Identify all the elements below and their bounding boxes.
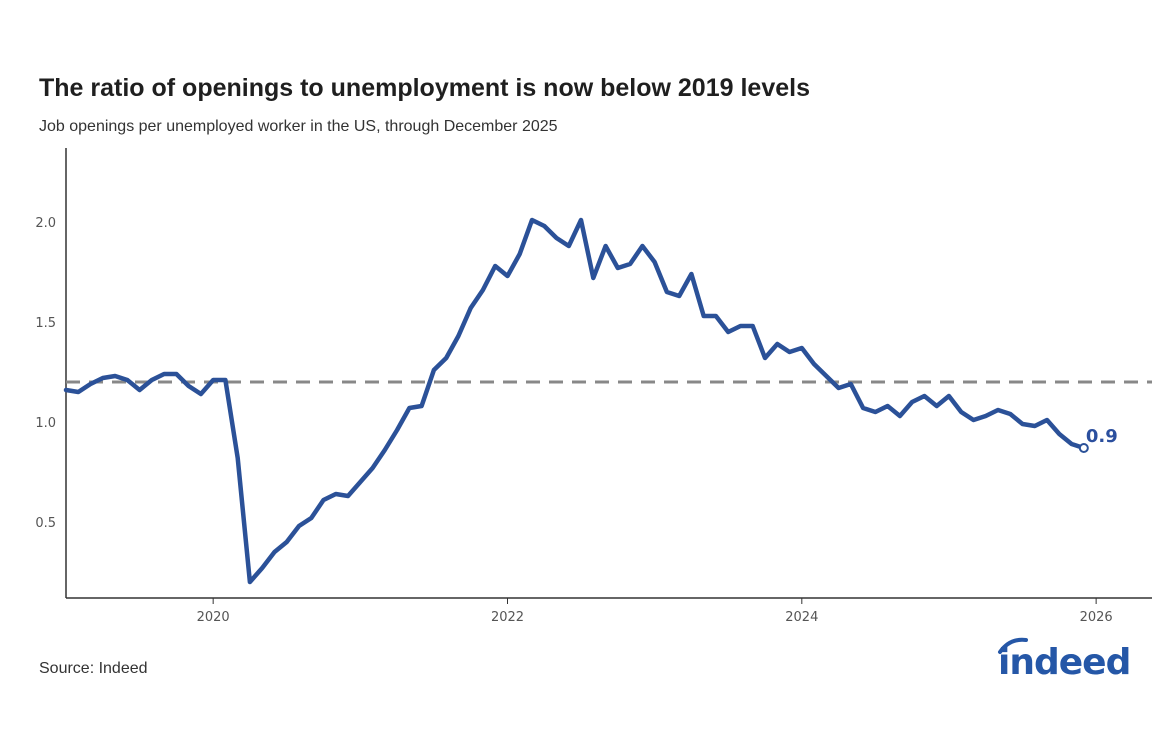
logo-arc-icon <box>998 637 1028 654</box>
y-tick-label: 2.0 <box>35 216 56 231</box>
y-tick-label: 0.5 <box>35 516 56 531</box>
series-line <box>63 217 1087 585</box>
source-note: Source: Indeed <box>39 660 148 677</box>
x-tick-label: 2026 <box>1080 610 1113 625</box>
tick-labels: 0.5 1.0 1.5 2.0 2020 2022 2024 2026 <box>35 216 1112 625</box>
indeed-logo[interactable]: indeed <box>996 634 1144 686</box>
chart-axes <box>65 148 1152 604</box>
y-tick-label: 1.0 <box>35 416 56 431</box>
chart-title: The ratio of openings to unemployment is… <box>39 74 810 102</box>
x-tick-label: 2020 <box>197 610 230 625</box>
end-value-label: 0.9 <box>1086 426 1118 447</box>
x-tick-label: 2024 <box>785 610 818 625</box>
chart-subtitle: Job openings per unemployed worker in th… <box>39 118 558 135</box>
end-point-marker <box>1078 443 1089 453</box>
logo-wordmark: indeed <box>998 642 1130 683</box>
y-tick-label: 1.5 <box>35 316 56 331</box>
series-group: 0.9 <box>63 217 1118 585</box>
x-tick-label: 2022 <box>491 610 524 625</box>
